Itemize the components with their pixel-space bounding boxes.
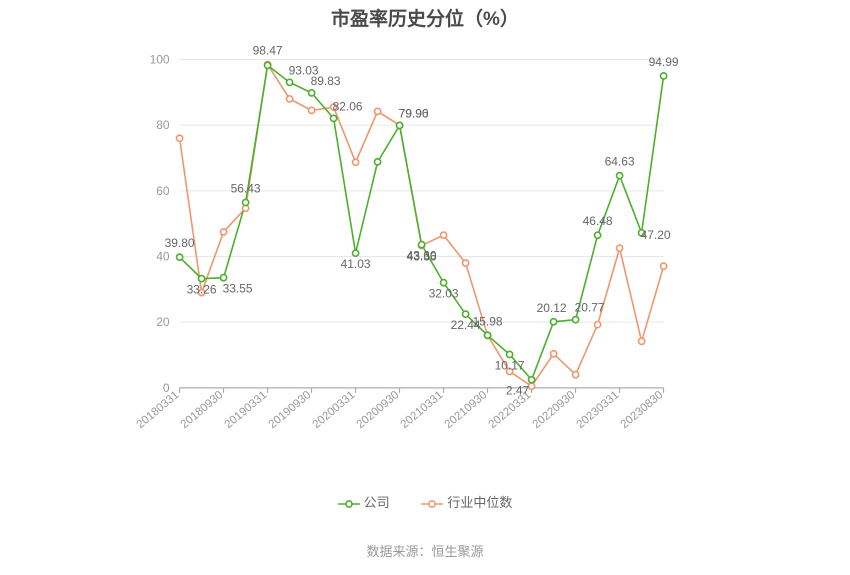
svg-text:20200930: 20200930 (355, 389, 402, 431)
svg-text:20200331: 20200331 (311, 389, 358, 431)
svg-text:20230331: 20230331 (575, 389, 622, 431)
svg-text:20210331: 20210331 (399, 389, 446, 431)
svg-text:20220331: 20220331 (487, 389, 534, 431)
svg-text:20210930: 20210930 (443, 389, 490, 431)
svg-text:20230830: 20230830 (619, 389, 666, 431)
svg-text:20190331: 20190331 (223, 389, 270, 431)
svg-text:20180930: 20180930 (179, 389, 226, 431)
svg-text:20190930: 20190930 (267, 389, 314, 431)
svg-text:20180331: 20180331 (135, 389, 182, 431)
svg-text:20220930: 20220930 (531, 389, 578, 431)
